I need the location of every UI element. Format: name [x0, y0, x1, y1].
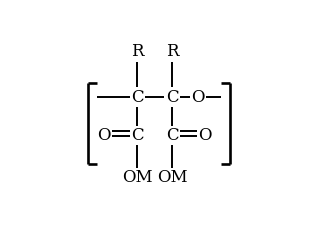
Text: C: C: [166, 89, 178, 106]
Text: R: R: [131, 43, 144, 60]
Text: C: C: [131, 89, 144, 106]
Text: C: C: [166, 127, 178, 144]
Text: O: O: [192, 89, 205, 106]
Text: C: C: [131, 127, 144, 144]
Text: O: O: [199, 127, 212, 144]
Text: O: O: [97, 127, 111, 144]
Text: OM: OM: [157, 169, 188, 186]
Text: OM: OM: [122, 169, 153, 186]
Text: R: R: [166, 43, 178, 60]
